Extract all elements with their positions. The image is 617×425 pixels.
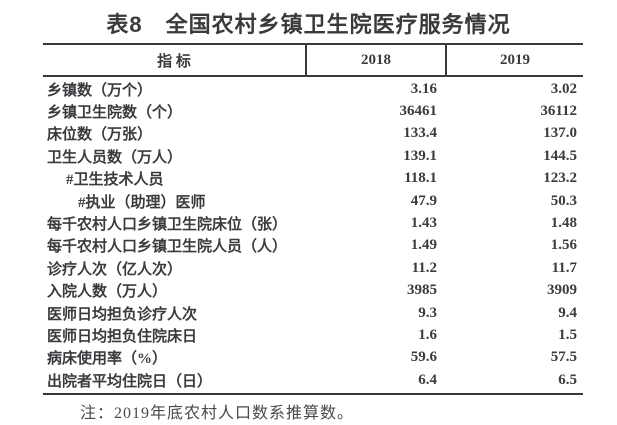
row-value-2019: 11.7 — [551, 259, 577, 276]
table-row: #执业（助理）医师 47.9 50.3 — [43, 190, 583, 212]
table-row: 入院人数（万人） 3985 3909 — [43, 280, 583, 302]
column-header-2018: 2018 — [305, 45, 445, 75]
row-value-2018: 133.4 — [403, 125, 437, 142]
row-value-2019: 3909 — [547, 282, 577, 299]
row-indicator-label: 每千农村人口乡镇卫生院床位（张） — [47, 217, 288, 234]
row-value-2018: 36461 — [399, 103, 438, 120]
table-title: 表8 全国农村乡镇卫生院医疗服务情况 — [106, 12, 511, 37]
row-value-2019: 36112 — [540, 103, 577, 120]
row-value-2018: 1.43 — [410, 215, 437, 232]
row-value-2018: 11.2 — [411, 259, 437, 276]
row-value-2019: 6.5 — [558, 371, 577, 388]
row-value-2018: 47.9 — [410, 192, 437, 209]
table-body: 乡镇数（万个） 3.16 3.02 乡镇卫生院数（个） 36461 36112 床位数（万张… — [43, 77, 583, 393]
row-value-2019: 1.48 — [550, 215, 577, 232]
row-indicator-label: 入院人数（万人） — [47, 284, 168, 301]
row-value-2019: 3.02 — [550, 80, 577, 97]
row-indicator-label: 乡镇卫生院数（个） — [47, 105, 183, 122]
row-indicator-label: #卫生技术人员 — [66, 172, 164, 189]
row-value-2019: 144.5 — [543, 147, 577, 164]
table-row: 诊疗人次（亿人次） 11.2 11.7 — [43, 257, 583, 279]
table-row: 医师日均担负诊疗人次 9.3 9.4 — [43, 302, 583, 324]
row-indicator-label: 卫生人员数（万人） — [47, 149, 183, 166]
row-value-2019: 1.5 — [558, 326, 577, 343]
table-row: 医师日均担负住院床日 1.6 1.5 — [43, 324, 583, 346]
row-value-2018: 1.6 — [418, 326, 437, 343]
row-value-2018: 118.1 — [404, 170, 437, 187]
row-value-2018: 3985 — [407, 282, 437, 299]
row-value-2018: 139.1 — [403, 147, 437, 164]
row-indicator-label: 医师日均担负诊疗人次 — [47, 306, 198, 323]
row-value-2018: 1.49 — [410, 237, 437, 254]
column-header-2019: 2019 — [445, 45, 583, 75]
row-indicator-label: 诊疗人次（亿人次） — [47, 261, 183, 278]
table-row: #卫生技术人员 118.1 123.2 — [43, 168, 583, 190]
table-row: 出院者平均住院日（日） 6.4 6.5 — [43, 369, 583, 391]
table-row: 每千农村人口乡镇卫生院人员（人） 1.49 1.56 — [43, 235, 583, 257]
table-footnote: 注：2019年底农村人口数系推算数。 — [80, 405, 355, 422]
column-header-indicator: 指 标 — [157, 53, 191, 70]
row-value-2019: 123.2 — [543, 170, 577, 187]
row-indicator-label: 每千农村人口乡镇卫生院人员（人） — [47, 239, 288, 256]
table-row: 每千农村人口乡镇卫生院床位（张） 1.43 1.48 — [43, 212, 583, 234]
row-indicator-label: 医师日均担负住院床日 — [47, 328, 198, 345]
table-row: 乡镇数（万个） 3.16 3.02 — [43, 78, 583, 100]
row-value-2019: 1.56 — [550, 237, 577, 254]
row-value-2019: 50.3 — [550, 192, 577, 209]
row-value-2019: 57.5 — [550, 349, 577, 366]
row-value-2018: 59.6 — [410, 349, 437, 366]
table-row: 床位数（万张） 133.4 137.0 — [43, 123, 583, 145]
row-value-2018: 9.3 — [418, 304, 437, 321]
table-row: 病床使用率（%） 59.6 57.5 — [43, 347, 583, 369]
row-indicator-label: #执业（助理）医师 — [78, 194, 206, 211]
row-indicator-label: 乡镇数（万个） — [47, 82, 153, 99]
table-row: 乡镇卫生院数（个） 36461 36112 — [43, 100, 583, 122]
row-value-2019: 137.0 — [543, 125, 577, 142]
row-value-2018: 6.4 — [418, 371, 437, 388]
row-indicator-label: 床位数（万张） — [47, 127, 153, 144]
data-table: 指 标 2018 2019 乡镇数（万个） 3.16 3.02 乡镇卫生院数（个） 36… — [43, 43, 583, 396]
row-indicator-label: 出院者平均住院日（日） — [47, 373, 213, 390]
table-row: 卫生人员数（万人） 139.1 144.5 — [43, 145, 583, 167]
row-value-2018: 3.16 — [410, 80, 437, 97]
row-value-2019: 9.4 — [558, 304, 577, 321]
row-indicator-label: 病床使用率（%） — [47, 351, 168, 368]
table-header-row: 指 标 2018 2019 — [43, 45, 583, 77]
